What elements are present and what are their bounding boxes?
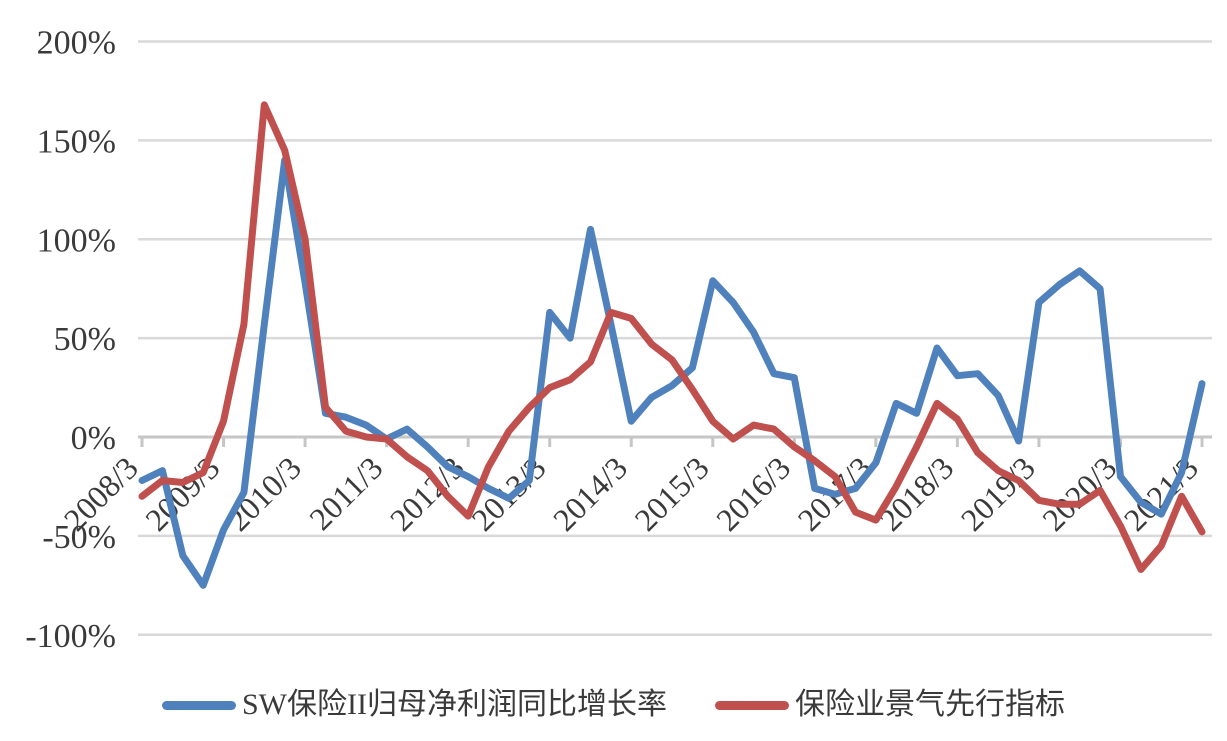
y-axis-tick-label: 200%	[37, 25, 116, 62]
y-axis-tick-label: 150%	[37, 123, 116, 160]
x-axis-tick-label: 2009/3	[138, 449, 226, 537]
x-axis-tick-label: 2018/3	[872, 449, 960, 537]
x-axis-tick-label: 2014/3	[546, 449, 634, 537]
line-chart-plot: 200%150%100%50%0%-50%-100%2008/32009/320…	[25, 25, 1212, 655]
y-axis-tick-label: 50%	[54, 321, 116, 358]
legend-item-leading-indicator: 保险业景气先行指标	[714, 688, 1065, 721]
legend-label-leading-indicator: 保险业景气先行指标	[794, 688, 1065, 721]
x-axis-tick-label: 2020/3	[1035, 449, 1123, 537]
legend-swatch-red-line	[714, 700, 789, 710]
legend-swatch-blue-line	[162, 700, 236, 710]
x-axis-tick-label: 2010/3	[220, 449, 308, 537]
x-axis-tick-label: 2016/3	[709, 449, 797, 537]
y-axis-tick-label: 100%	[37, 222, 116, 259]
y-axis-tick-label: -50%	[42, 519, 116, 556]
y-axis-tick-label: -100%	[25, 618, 116, 655]
x-axis-tick-label: 2011/3	[302, 449, 389, 536]
chart-legend: SW保险II归母净利润同比增长率 保险业景气先行指标	[0, 680, 1227, 730]
series-line-leading-indicator	[138, 101, 1206, 573]
x-axis-tick-label: 2015/3	[627, 449, 715, 537]
y-axis-tick-label: 0%	[71, 420, 116, 457]
legend-item-sw-insurance: SW保险II归母净利润同比增长率	[162, 690, 667, 720]
x-axis-tick-label: 2012/3	[383, 449, 471, 537]
legend-label-sw-insurance: SW保险II归母净利润同比增长率	[242, 688, 667, 721]
